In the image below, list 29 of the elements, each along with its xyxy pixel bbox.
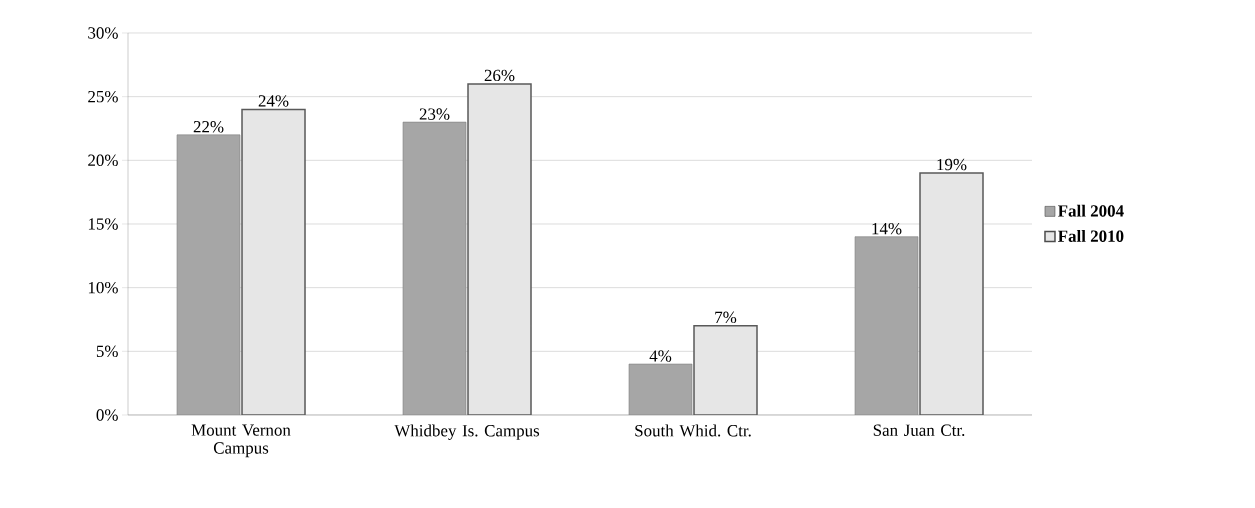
- bar: [693, 325, 758, 415]
- data-label: 23%: [419, 108, 450, 120]
- data-label: 7%: [715, 311, 737, 324]
- legend-label: Fall 2010: [1058, 229, 1124, 242]
- data-label: 24%: [258, 95, 289, 107]
- x-tick-label: Whidbey Is. Campus: [394, 424, 540, 440]
- y-tick-label: 25%: [88, 90, 118, 103]
- y-tick-label: 0%: [96, 409, 118, 421]
- bar: [177, 134, 241, 415]
- bar: [629, 364, 693, 415]
- bar: [241, 108, 306, 415]
- data-label: 26%: [484, 69, 515, 82]
- x-tick-label: Mount Vernon Campus: [191, 424, 291, 458]
- data-label: 19%: [937, 158, 967, 171]
- bar: [403, 122, 467, 415]
- legend-label: Fall 2004: [1058, 204, 1124, 217]
- data-label: 22%: [193, 121, 224, 133]
- data-label: 14%: [872, 222, 902, 235]
- bar: [854, 236, 919, 415]
- data-label: 4%: [649, 350, 672, 362]
- y-tick-label: 20%: [88, 154, 118, 167]
- y-tick-label: 10%: [88, 281, 118, 294]
- bar: [919, 172, 984, 415]
- y-tick-label: 30%: [88, 27, 118, 39]
- x-tick-label: South Whid. Ctr.: [635, 424, 751, 437]
- bar: [467, 83, 532, 415]
- y-tick-label: 5%: [96, 345, 118, 358]
- y-tick-label: 15%: [88, 218, 118, 230]
- x-tick-label: San Juan Ctr.: [873, 424, 965, 436]
